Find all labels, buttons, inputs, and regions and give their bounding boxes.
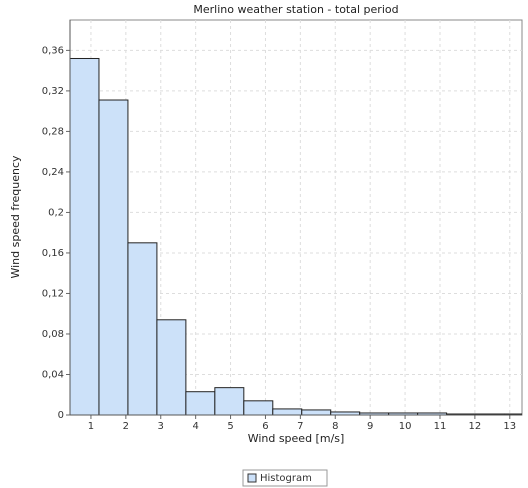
y-tick-label: 0 <box>58 410 64 421</box>
y-tick-label: 0,36 <box>42 45 64 56</box>
bar <box>272 408 303 415</box>
bar <box>214 387 245 415</box>
bar <box>243 400 274 415</box>
x-tick-label: 2 <box>123 421 129 432</box>
y-tick-label: 0,24 <box>42 167 64 178</box>
y-axis-label: Wind speed frequency <box>9 155 22 279</box>
bar <box>504 413 522 415</box>
chart-title: Merlino weather station - total period <box>193 3 398 16</box>
x-tick-label: 11 <box>434 421 447 432</box>
x-tick-label: 12 <box>469 421 482 432</box>
x-tick-label: 4 <box>192 421 198 432</box>
y-tick-label: 0,2 <box>48 207 64 218</box>
x-tick-label: 8 <box>332 421 338 432</box>
bar <box>156 319 187 415</box>
legend-frame <box>242 469 328 487</box>
y-tick-label: 0,32 <box>42 86 64 97</box>
x-tick-label: 7 <box>297 421 303 432</box>
y-tick-label: 0,04 <box>42 369 64 380</box>
x-tick-label: 6 <box>262 421 268 432</box>
x-tick-label: 10 <box>399 421 412 432</box>
x-tick-label: 3 <box>158 421 164 432</box>
y-tick-label: 0,12 <box>42 288 64 299</box>
bar <box>70 57 100 415</box>
bar <box>98 99 129 415</box>
legend-label: Histogram <box>260 473 312 484</box>
x-tick-label: 13 <box>503 421 516 432</box>
axes: 00,040,080,120,160,20,240,280,320,361 2 3 4… <box>42 20 522 432</box>
y-tick-label: 0,08 <box>42 329 64 340</box>
y-tick-label: 0,28 <box>42 126 64 137</box>
bar <box>301 409 332 415</box>
x-tick-label: 1 <box>88 421 94 432</box>
x-tick-label: 9 <box>367 421 373 432</box>
y-tick-label: 0,16 <box>42 248 64 259</box>
x-axis-label: Wind speed [m/s] <box>248 432 345 445</box>
legend-swatch <box>247 473 257 483</box>
x-tick-label: 5 <box>227 421 233 432</box>
bar <box>185 391 216 415</box>
bars <box>70 57 522 415</box>
bar <box>127 242 158 415</box>
